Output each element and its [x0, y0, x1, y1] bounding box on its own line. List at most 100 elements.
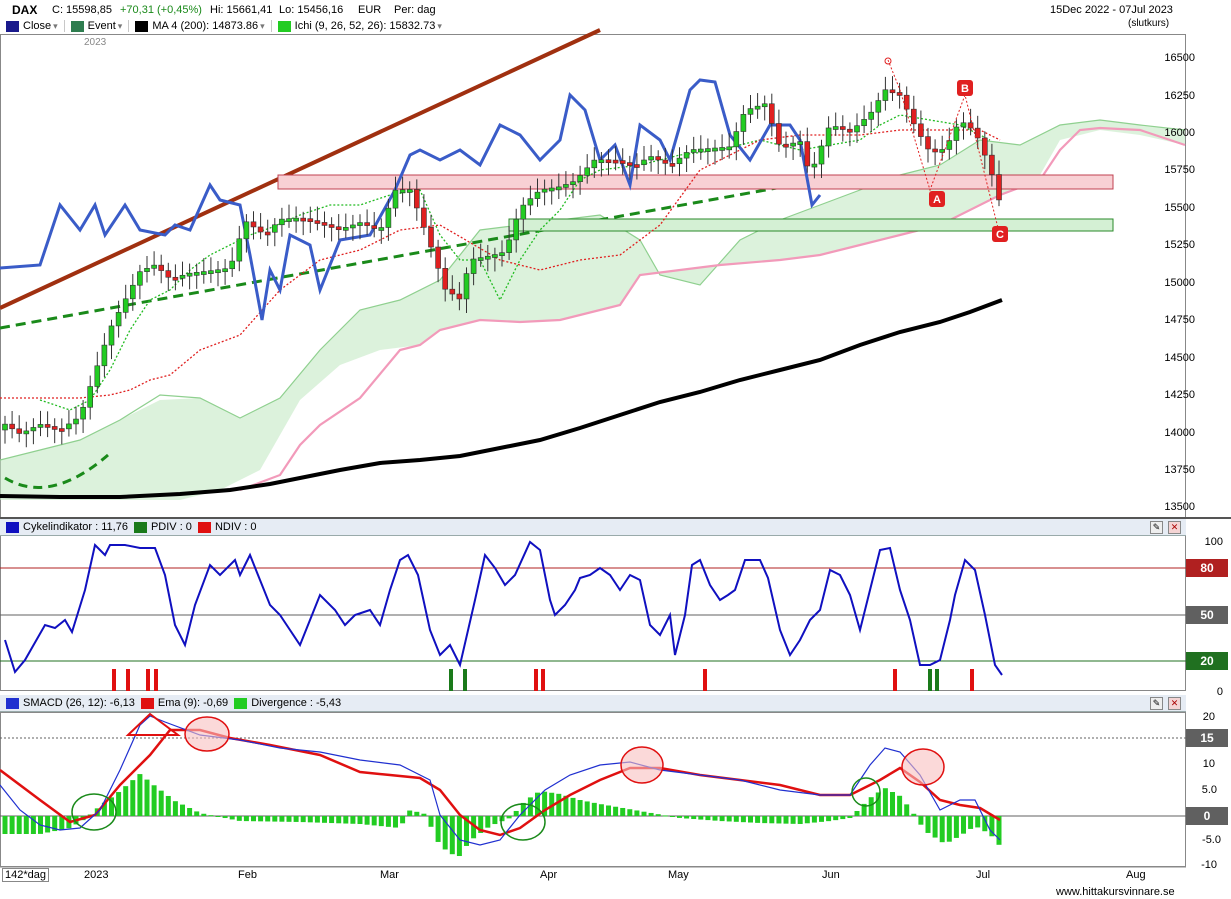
histogram-bar [158, 790, 164, 816]
ma-dropdown-icon[interactable]: ▾ [260, 20, 265, 31]
histogram-bar [840, 816, 846, 820]
candles [2, 76, 1002, 448]
candle-body [328, 224, 335, 228]
histogram-bar [201, 813, 207, 816]
legend-pdiv[interactable]: PDIV : 0 [150, 521, 192, 533]
close-line [0, 78, 822, 321]
histogram-bar [180, 804, 185, 816]
axis-tick: 0 [1216, 686, 1223, 698]
ichi-dropdown-icon[interactable]: ▾ [437, 20, 442, 31]
candle-body [754, 105, 761, 110]
histogram-bar [925, 816, 931, 833]
watermark[interactable]: www.hittakursvinnare.se [1056, 886, 1175, 898]
candle-body [428, 227, 434, 248]
candle-body [413, 189, 420, 209]
histogram-bar [165, 795, 171, 816]
smacd-settings-icon[interactable]: ✎ [1150, 697, 1163, 710]
histogram-bar [456, 816, 462, 857]
legend-ichi[interactable]: Ichi (9, 26, 52, 26): 15832.73 [294, 20, 436, 32]
legend-ndiv[interactable]: NDIV : 0 [214, 521, 257, 533]
close-dropdown-icon[interactable]: ▾ [53, 20, 58, 31]
histogram-bar [52, 816, 58, 832]
green-ellipse-3 [851, 777, 881, 807]
curved-dashed-marker [4, 453, 109, 489]
candle-body [378, 227, 385, 231]
histogram-bar [400, 816, 406, 824]
histogram-bar [520, 802, 526, 816]
histogram-bar [897, 795, 903, 816]
histogram-bar [748, 816, 753, 823]
candle-body [960, 122, 967, 128]
candle-body [648, 156, 654, 161]
resistance-trendline [0, 28, 601, 310]
histogram-bar [350, 816, 356, 824]
candle-body [186, 272, 193, 277]
candle-body [797, 141, 804, 145]
senkou-b-line [239, 126, 1186, 492]
histogram-bar [421, 813, 427, 816]
month-label: Feb [238, 869, 257, 881]
period-box[interactable]: 142*dag [2, 868, 49, 882]
close-value: C: 15598,85 [52, 4, 112, 16]
histogram-bar [293, 816, 299, 822]
candle-body [761, 103, 768, 108]
div-bar [928, 669, 932, 691]
low-value: Lo: 15456,16 [279, 4, 344, 16]
candle-body [222, 268, 228, 273]
candle-body [122, 298, 129, 313]
histogram-bar [314, 816, 320, 823]
candle-body [513, 218, 520, 241]
candle-body [271, 224, 278, 233]
marker-a-label: A [933, 194, 941, 206]
legend-smacd[interactable]: SMACD (26, 12): -6,13 [23, 697, 135, 709]
histogram-bar [932, 816, 938, 838]
div-bar [970, 669, 974, 691]
candle-body [534, 191, 541, 199]
histogram-bar [613, 806, 619, 816]
candle-body [577, 175, 583, 182]
histogram-bar [939, 816, 945, 843]
smacd-legend-bar: SMACD (26, 12): -6,13 Ema (9): -0,69 Div… [0, 695, 1186, 712]
histogram-bar [563, 795, 569, 816]
div-bar [112, 669, 116, 691]
candle-body [989, 154, 995, 175]
histogram-bar [591, 802, 597, 816]
event-dropdown-icon[interactable]: ▾ [117, 20, 123, 31]
legend-cycle[interactable]: Cykelindikator : 11,76 [23, 521, 128, 533]
ma200-line [0, 298, 1003, 499]
cycle-settings-icon[interactable]: ✎ [1150, 521, 1163, 534]
candle-body [641, 159, 647, 165]
histogram-bar [811, 816, 817, 823]
histogram-bar [961, 816, 966, 834]
change-value: +70,31 (+0,45%) [120, 4, 202, 16]
histogram-bar [620, 807, 626, 816]
month-label: Apr [540, 869, 558, 881]
marker-a[interactable]: A [929, 191, 945, 207]
marker-b[interactable]: B [957, 80, 973, 96]
candle-body [364, 222, 370, 226]
marker-c[interactable]: C [992, 226, 1008, 242]
histogram-bar [265, 816, 271, 822]
legend-ema[interactable]: Ema (9): -0,69 [157, 697, 229, 709]
cycle-close-icon[interactable]: ✕ [1168, 521, 1181, 534]
candle-body [910, 108, 917, 125]
histogram-bar [485, 816, 491, 828]
axis-box-0: 0 [1186, 807, 1228, 825]
candle-body [981, 137, 988, 156]
smacd-close-icon[interactable]: ✕ [1168, 697, 1181, 710]
histogram-bar [989, 816, 995, 837]
histogram-bar [407, 810, 413, 816]
candle-body [470, 258, 477, 274]
legend-event[interactable]: Event [87, 20, 116, 32]
candle-body [548, 187, 555, 192]
candle-body [115, 312, 122, 327]
legend-ma[interactable]: MA 4 (200): 14873.86 [152, 20, 259, 32]
legend-close[interactable]: Close [23, 20, 52, 32]
histogram-bar [726, 816, 732, 822]
candle-body [421, 207, 427, 228]
candle-body [832, 126, 839, 130]
legend-divergence[interactable]: Divergence : -5,43 [251, 697, 342, 709]
candle-body [342, 227, 349, 231]
histogram-bar [492, 816, 498, 825]
